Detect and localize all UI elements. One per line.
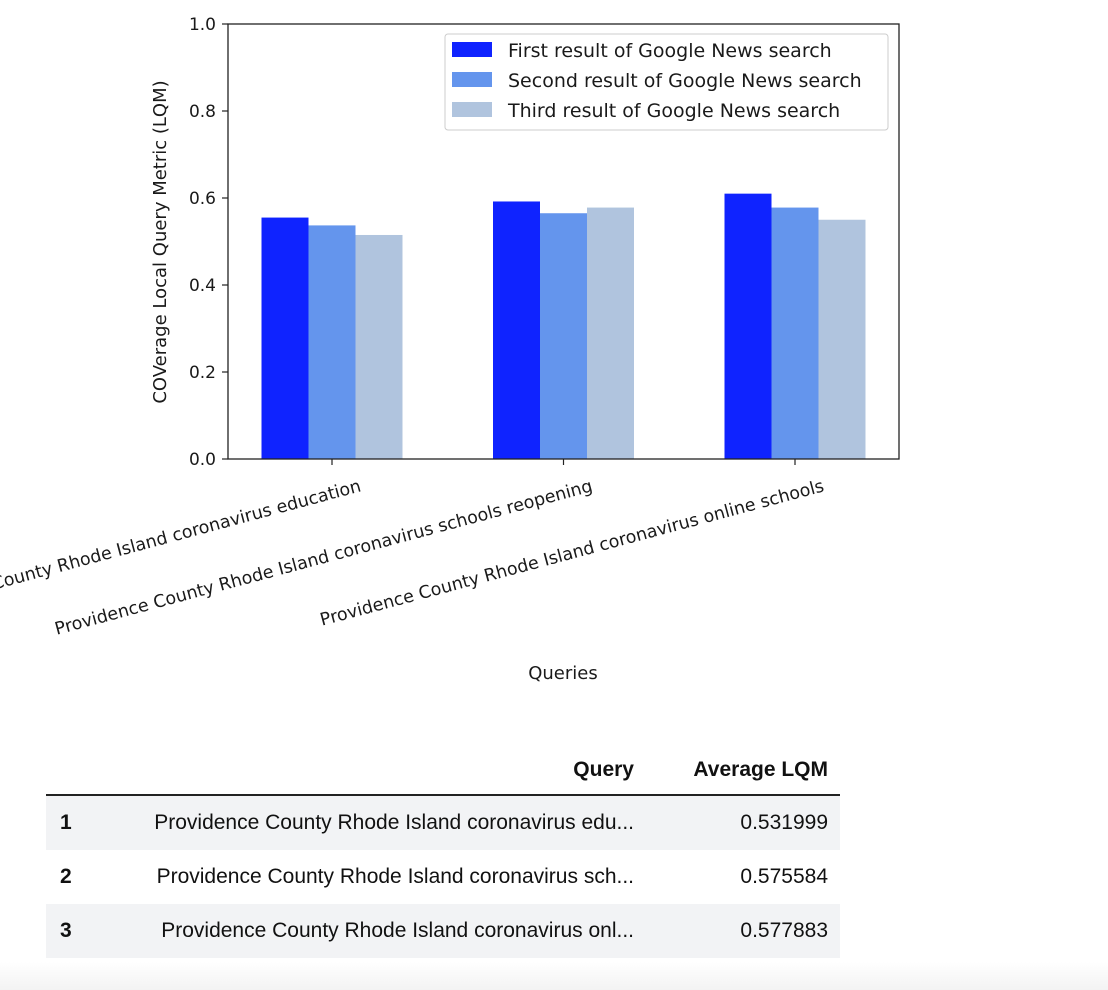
y-tick-label: 0.8 [189, 102, 216, 122]
row-index: 2 [60, 865, 72, 888]
bottom-fade-strip [0, 962, 1108, 990]
legend-swatch-first [452, 42, 492, 57]
summary-table: Query Average LQM 1 Providence County Rh… [46, 752, 840, 958]
table-header-row: Query Average LQM [46, 752, 840, 796]
table-row: 1 Providence County Rhode Island coronav… [46, 795, 840, 850]
legend-label-second: Second result of Google News search [508, 70, 862, 92]
index-header [46, 752, 100, 796]
bar-third-result-query-1 [355, 234, 403, 459]
legend-label-third: Third result of Google News search [507, 100, 840, 122]
x-axis: Providence County Rhode Island coronavir… [0, 459, 826, 640]
row-average-lqm: 0.531999 [646, 795, 840, 850]
bar-third-result-query-2 [587, 207, 634, 459]
y-tick-label: 0.2 [189, 363, 216, 383]
row-query: Providence County Rhode Island coronavir… [100, 795, 646, 850]
average-lqm-header: Average LQM [646, 752, 840, 796]
row-query: Providence County Rhode Island coronavir… [100, 904, 646, 958]
bar-second-result-query-3 [771, 207, 819, 459]
legend-swatch-third [452, 102, 492, 117]
bar-first-result-query-3 [724, 193, 772, 459]
legend-label-first: First result of Google News search [508, 40, 832, 62]
y-tick-label: 0.6 [189, 189, 216, 209]
y-tick-label: 0.4 [189, 276, 216, 296]
y-tick-label: 1.0 [189, 15, 216, 35]
row-query: Providence County Rhode Island coronavir… [156, 865, 634, 888]
bar-third-result-query-3 [818, 219, 866, 459]
y-tick-label: 0.0 [189, 450, 216, 470]
summary-table-container: Query Average LQM 1 Providence County Rh… [46, 752, 840, 958]
y-axis-title: COVerage Local Query Metric (LQM) [150, 80, 171, 403]
legend-swatch-second [452, 72, 492, 87]
bars-group [261, 193, 866, 460]
row-index: 1 [46, 795, 100, 850]
row-average-lqm: 0.575584 [740, 865, 828, 888]
query-header: Query [100, 752, 646, 796]
bar-second-result-query-1 [308, 225, 356, 459]
bar-second-result-query-2 [540, 213, 587, 459]
table-row: 2 Providence County Rhode Island coronav… [46, 850, 840, 904]
row-average-lqm: 0.577883 [646, 904, 840, 958]
legend: First result of Google News search Secon… [444, 33, 889, 131]
table-row: 3 Providence County Rhode Island coronav… [46, 904, 840, 958]
y-axis: 0.0 0.2 0.4 0.6 0.8 1.0 [189, 15, 228, 470]
legend-box [444, 33, 889, 131]
bar-first-result-query-2 [493, 201, 540, 460]
bar-first-result-query-1 [261, 217, 309, 459]
row-index: 3 [46, 904, 100, 958]
x-axis-title: Queries [528, 663, 598, 684]
bar-chart: 0.0 0.2 0.4 0.6 0.8 1.0 Providence County Rho… [0, 15, 900, 684]
